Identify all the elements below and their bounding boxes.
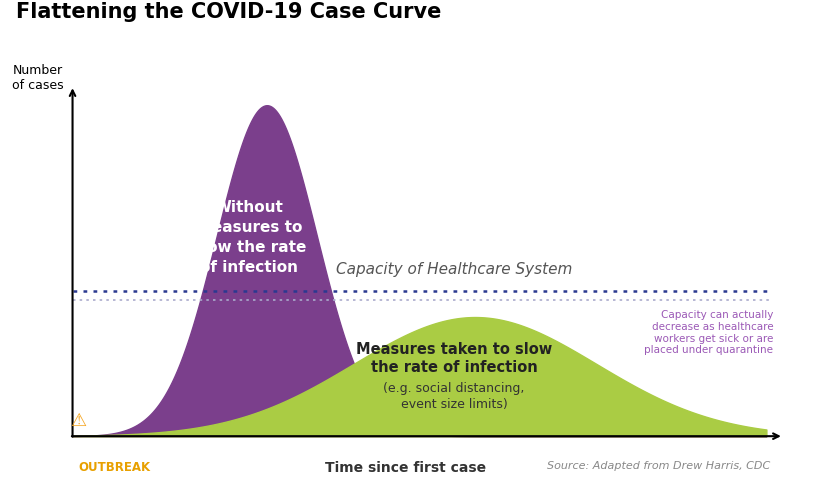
Text: (e.g. social distancing,
event size limits): (e.g. social distancing, event size limi… (383, 382, 524, 411)
Text: Time since first case: Time since first case (324, 461, 486, 475)
Text: Flattening the COVID-19 Case Curve: Flattening the COVID-19 Case Curve (16, 2, 441, 23)
Text: Without
measures to
slow the rate
of infection: Without measures to slow the rate of inf… (192, 200, 305, 275)
Text: ⚠: ⚠ (70, 412, 86, 430)
Text: Measures taken to slow
the rate of infection: Measures taken to slow the rate of infec… (355, 341, 552, 375)
Text: Source: Adapted from Drew Harris, CDC: Source: Adapted from Drew Harris, CDC (546, 461, 769, 471)
Text: OUTBREAK: OUTBREAK (78, 461, 150, 474)
Text: Capacity of Healthcare System: Capacity of Healthcare System (336, 262, 572, 277)
Text: Number
of cases: Number of cases (12, 64, 64, 92)
Text: Capacity can actually
decrease as healthcare
workers get sick or are
placed unde: Capacity can actually decrease as health… (644, 310, 772, 355)
